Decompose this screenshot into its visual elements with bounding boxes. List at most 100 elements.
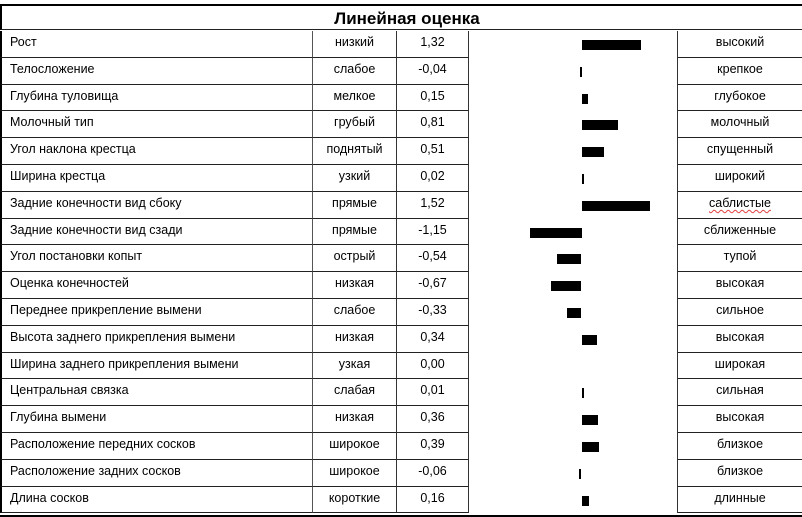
- value-bar: [529, 227, 582, 238]
- trait-name: Ширина заднего прикрепления вымени: [0, 352, 313, 380]
- value-bar: [557, 254, 582, 265]
- bar-cell: [469, 352, 678, 380]
- high-descriptor-text: сближенные: [703, 222, 777, 237]
- value-bar: [581, 147, 605, 158]
- high-descriptor-text: высокая: [715, 329, 765, 344]
- high-descriptor-text: широкий: [714, 169, 766, 183]
- bar-cell: [469, 57, 678, 85]
- title-row: Линейная оценка: [0, 4, 802, 30]
- bar-cell: [469, 325, 678, 353]
- trait-name: Оценка конечностей: [0, 272, 313, 299]
- low-descriptor: узкий: [313, 165, 397, 192]
- high-descriptor-text: широкая: [714, 356, 766, 371]
- low-descriptor: низкая: [313, 272, 397, 299]
- high-descriptor-text: сильное: [716, 303, 764, 317]
- trait-value: 0,16: [397, 486, 469, 514]
- high-descriptor-text: крепкое: [717, 61, 763, 76]
- low-descriptor: мелкое: [313, 84, 397, 112]
- trait-value: 0,34: [397, 325, 469, 353]
- trait-value: 0,02: [397, 165, 469, 192]
- high-descriptor-text: глубокое: [714, 88, 766, 103]
- trait-name: Угол наклона крестца: [0, 138, 313, 165]
- trait-value: -0,33: [397, 299, 469, 326]
- bottom-border: [0, 515, 802, 517]
- high-descriptor: длинные: [678, 487, 802, 514]
- trait-name: Рост: [0, 31, 313, 58]
- trait-name: Телосложение: [0, 57, 313, 85]
- low-descriptor: низкая: [313, 325, 397, 353]
- high-descriptor: крепкое: [678, 58, 802, 85]
- trait-value: -0,06: [397, 459, 469, 487]
- bar-cell: [469, 218, 678, 246]
- trait-name: Задние конечности вид сзади: [0, 218, 313, 246]
- value-bar: [551, 281, 582, 292]
- high-descriptor-text: высокий: [715, 35, 765, 49]
- bar-cell: [469, 486, 678, 514]
- high-descriptor-text: высокая: [715, 276, 765, 291]
- low-descriptor: низкая: [313, 406, 397, 433]
- value-bar: [566, 308, 582, 318]
- trait-value: 0,15: [397, 84, 469, 112]
- bar-cell: [469, 84, 678, 112]
- bar-cell: [469, 31, 678, 58]
- table-row: Высота заднего прикрепления вымени низкая…: [0, 325, 802, 353]
- low-descriptor: прямые: [313, 191, 397, 219]
- table-row: Задние конечности вид сзади прямые -1,15 сб…: [0, 218, 802, 246]
- trait-name: Глубина туловища: [0, 84, 313, 112]
- trait-value: -1,15: [397, 218, 469, 246]
- high-descriptor-text: сильная: [716, 383, 764, 398]
- table-row: Задние конечности вид сбоку прямые 1,52 саб…: [0, 191, 802, 219]
- high-descriptor: высокая: [678, 406, 802, 433]
- bar-cell: [469, 111, 678, 139]
- bar-cell: [469, 191, 678, 219]
- value-bar: [581, 442, 600, 452]
- high-descriptor: высокая: [678, 272, 802, 299]
- trait-name: Расположение передних сосков: [0, 433, 313, 460]
- high-descriptor-text: близкое: [716, 437, 764, 451]
- high-descriptor: тупой: [678, 245, 802, 273]
- table-row: Длина сосков короткие 0,16 длинные: [0, 486, 802, 514]
- bar-cell: [469, 406, 678, 433]
- low-descriptor: короткие: [313, 486, 397, 514]
- value-bar: [578, 468, 582, 479]
- trait-value: -0,67: [397, 272, 469, 299]
- value-bar: [581, 388, 584, 399]
- high-descriptor: саблистые: [678, 192, 802, 219]
- low-descriptor: широкое: [313, 433, 397, 460]
- high-descriptor: сближенные: [678, 219, 802, 246]
- trait-value: 0,81: [397, 111, 469, 139]
- high-descriptor: сильное: [678, 299, 802, 326]
- trait-name: Высота заднего прикрепления вымени: [0, 325, 313, 353]
- high-descriptor: близкое: [678, 460, 802, 487]
- high-descriptor-text: высокая: [715, 410, 765, 425]
- bar-cell: [469, 245, 678, 273]
- high-descriptor: высокая: [678, 326, 802, 353]
- high-descriptor: молочный: [678, 111, 802, 139]
- low-descriptor: слабое: [313, 299, 397, 326]
- low-descriptor: грубый: [313, 111, 397, 139]
- low-descriptor: узкая: [313, 352, 397, 380]
- table-row: Оценка конечностей низкая -0,67 высокая: [0, 272, 802, 299]
- table-row: Ширина заднего прикрепления вымени узкая 0…: [0, 352, 802, 380]
- table-row: Расположение передних сосков широкое 0,39 б…: [0, 433, 802, 460]
- trait-name: Переднее прикрепление вымени: [0, 299, 313, 326]
- trait-name: Задние конечности вид сбоку: [0, 191, 313, 219]
- trait-value: 1,32: [397, 31, 469, 58]
- bar-cell: [469, 272, 678, 299]
- value-bar: [581, 93, 589, 104]
- low-descriptor: слабая: [313, 379, 397, 407]
- high-descriptor-text: спущенный: [706, 142, 774, 157]
- bar-cell: [469, 165, 678, 192]
- trait-name: Длина сосков: [0, 486, 313, 514]
- table-row: Угол постановки копыт острый -0,54 тупой: [0, 245, 802, 273]
- high-descriptor-text: длинные: [714, 490, 766, 505]
- low-descriptor: поднятый: [313, 138, 397, 165]
- value-bar: [581, 40, 641, 50]
- low-descriptor: низкий: [313, 31, 397, 58]
- trait-value: -0,54: [397, 245, 469, 273]
- table-title: Линейная оценка: [334, 9, 480, 28]
- bar-cell: [469, 379, 678, 407]
- trait-value: 0,00: [397, 352, 469, 380]
- trait-value: 0,36: [397, 406, 469, 433]
- low-descriptor: острый: [313, 245, 397, 273]
